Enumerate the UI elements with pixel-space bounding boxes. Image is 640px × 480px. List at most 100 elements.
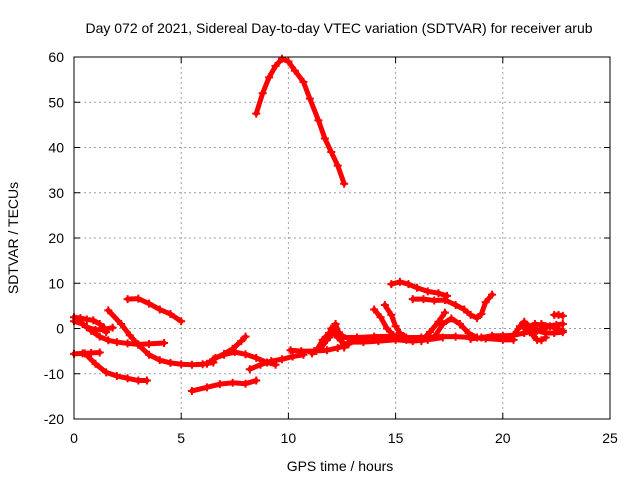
- data-point-marker: [380, 300, 389, 309]
- x-tick-label: 10: [281, 430, 297, 446]
- data-point-marker: [252, 376, 261, 385]
- data-point-marker: [320, 134, 329, 143]
- gridlines: [74, 57, 610, 419]
- data-point-marker: [391, 322, 400, 331]
- data-point-marker: [155, 356, 164, 365]
- data-point-marker: [387, 280, 396, 289]
- x-tick-label: 0: [70, 430, 78, 446]
- data-point-marker: [228, 344, 237, 353]
- data-point-marker: [166, 310, 175, 319]
- data-point-marker: [413, 283, 422, 292]
- data-point-marker: [389, 331, 398, 340]
- data-point-marker: [451, 300, 460, 309]
- data-point-marker: [89, 316, 98, 325]
- data-point-marker: [430, 296, 439, 305]
- data-point-marker: [451, 332, 460, 341]
- data-series-trace: [253, 56, 347, 187]
- data-point-marker: [552, 324, 561, 333]
- data-point-marker: [305, 94, 314, 103]
- data-point-marker: [277, 355, 286, 364]
- data-series-trace: [538, 321, 566, 334]
- data-point-marker: [331, 319, 340, 328]
- data-point-marker: [460, 305, 469, 314]
- data-point-marker: [241, 379, 250, 388]
- data-point-marker: [202, 359, 211, 368]
- data-point-marker: [327, 148, 336, 157]
- y-tick-label: -10: [44, 366, 64, 382]
- data-point-marker: [481, 298, 490, 307]
- data-point-marker: [430, 333, 439, 342]
- data-point-marker: [108, 323, 117, 332]
- data-point-marker: [252, 109, 261, 118]
- data-point-marker: [312, 347, 321, 356]
- plot-frame: [73, 56, 611, 420]
- data-point-marker: [267, 357, 276, 366]
- data-point-marker: [340, 343, 349, 352]
- data-point-marker: [228, 378, 237, 387]
- data-point-marker: [541, 329, 550, 338]
- data-point-marker: [187, 360, 196, 369]
- data-point-marker: [520, 324, 529, 333]
- data-point-marker: [314, 116, 323, 125]
- data-point-marker: [558, 311, 567, 320]
- data-point-marker: [134, 376, 143, 385]
- data-point-marker: [123, 295, 132, 304]
- data-point-marker: [440, 295, 449, 304]
- data-point-marker: [202, 383, 211, 392]
- data-point-marker: [359, 338, 368, 347]
- data-point-marker: [466, 334, 475, 343]
- x-tick-label: 15: [388, 430, 404, 446]
- data-point-marker: [338, 333, 346, 342]
- data-point-marker: [488, 331, 497, 340]
- data-point-marker: [104, 336, 113, 345]
- data-point-marker: [290, 66, 299, 75]
- data-point-marker: [419, 295, 428, 304]
- y-tick-label: 0: [56, 321, 64, 337]
- data-point-marker: [80, 349, 89, 358]
- y-tick-label: 60: [48, 49, 64, 65]
- data-point-marker: [286, 346, 295, 355]
- data-point-marker: [447, 314, 456, 323]
- data-point-marker: [177, 317, 186, 326]
- data-point-marker: [340, 179, 349, 188]
- data-point-marker: [509, 331, 518, 340]
- data-point-marker: [498, 331, 507, 340]
- data-point-marker: [142, 376, 151, 385]
- data-point-marker: [376, 313, 385, 322]
- data-point-marker: [434, 317, 443, 326]
- data-point-marker: [537, 319, 546, 328]
- data-point-marker: [408, 337, 417, 346]
- data-point-marker: [307, 349, 316, 358]
- data-point-marker: [220, 349, 229, 358]
- data-point-marker: [299, 77, 308, 86]
- data-point-marker: [125, 331, 134, 340]
- data-point-marker: [284, 57, 293, 66]
- data-point-marker: [209, 355, 218, 364]
- data-point-marker: [297, 347, 306, 356]
- data-point-marker: [520, 317, 529, 326]
- data-point-marker: [438, 319, 447, 328]
- data-point-marker: [537, 336, 546, 345]
- data-point-marker: [316, 344, 325, 353]
- data-point-marker: [395, 277, 404, 286]
- data-point-marker: [558, 326, 567, 335]
- data-point-marker: [533, 326, 542, 335]
- data-point-marker: [515, 322, 524, 331]
- data-point-marker: [327, 324, 336, 333]
- data-point-marker: [134, 294, 143, 303]
- y-tick-label: 40: [48, 140, 64, 156]
- y-tick-label: 20: [48, 230, 64, 246]
- x-tick-label: 25: [602, 430, 618, 446]
- data-point-marker: [477, 333, 486, 342]
- data-point-marker: [258, 89, 267, 98]
- data-point-marker: [252, 353, 261, 362]
- y-axis-label: SDTVAR / TECUs: [5, 182, 21, 294]
- data-point-marker: [455, 319, 464, 328]
- data-point-marker: [488, 290, 497, 299]
- data-point-marker: [123, 339, 132, 348]
- data-point-marker: [404, 280, 413, 289]
- data-point-marker: [95, 332, 104, 341]
- data-point-marker: [215, 380, 224, 389]
- data-point-marker: [466, 310, 475, 319]
- data-point-marker: [100, 325, 109, 334]
